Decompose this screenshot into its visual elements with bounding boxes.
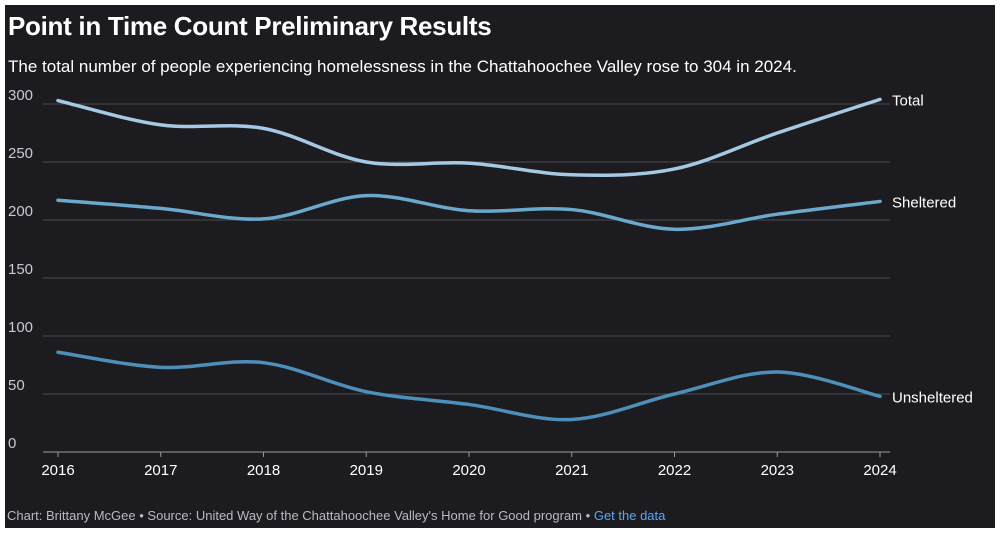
- y-tick-label: 250: [8, 145, 33, 162]
- y-tick-label: 150: [8, 261, 33, 278]
- get-data-link[interactable]: Get the data: [593, 508, 666, 523]
- x-tick-label: 2022: [658, 462, 691, 479]
- footer-separator: •: [139, 508, 144, 523]
- source-text: Source: United Way of the Chattahoochee …: [147, 508, 583, 523]
- series-label-total: Total: [892, 92, 924, 109]
- series-label-sheltered: Sheltered: [892, 194, 956, 211]
- y-tick-label: 100: [8, 319, 33, 336]
- series-line-total: [56, 97, 882, 177]
- x-tick-label: 2018: [247, 462, 280, 479]
- chart-subtitle: The total number of people experiencing …: [8, 57, 797, 76]
- series-line-sheltered: [56, 193, 882, 232]
- credit-text: Chart: Brittany McGee: [7, 508, 136, 523]
- x-tick-label: 2016: [41, 462, 74, 479]
- x-tick-label: 2020: [452, 462, 485, 479]
- footer-separator: •: [585, 508, 591, 523]
- x-tick-label: 2024: [863, 462, 896, 479]
- chart-frame: Point in Time Count Preliminary Results …: [5, 5, 995, 528]
- series-label-unsheltered: Unsheltered: [892, 389, 973, 406]
- line-chart: 0 50 100 150 200 250 300 2016 2017 2018 2019 2020 20…: [8, 87, 973, 479]
- y-tick-label: 50: [8, 377, 25, 394]
- x-tick-label: 2017: [144, 462, 177, 479]
- y-tick-label: 200: [8, 203, 33, 220]
- chart-footer: Chart: Brittany McGee • Source: United W…: [7, 508, 665, 523]
- y-tick-label: 300: [8, 87, 33, 104]
- x-tick-label: 2019: [350, 462, 383, 479]
- x-tick-label: 2021: [555, 462, 588, 479]
- x-tick-label: 2023: [761, 462, 794, 479]
- chart-title: Point in Time Count Preliminary Results: [8, 11, 492, 41]
- series-line-unsheltered: [56, 350, 882, 422]
- y-tick-label: 0: [8, 435, 16, 452]
